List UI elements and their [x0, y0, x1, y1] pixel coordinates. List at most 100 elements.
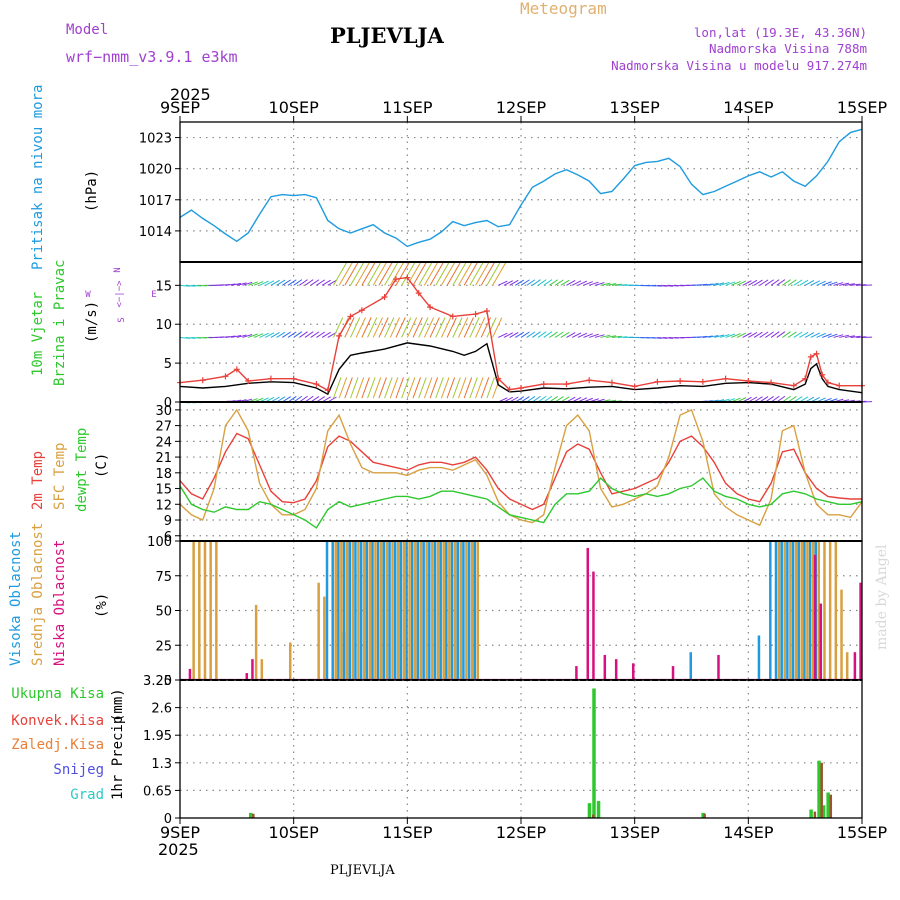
wind-arrow — [492, 317, 503, 338]
wind-arrow — [844, 335, 855, 338]
time-label-top: 10SEP — [269, 98, 320, 117]
wind-arrow — [389, 317, 401, 338]
wind-arrow — [748, 279, 758, 286]
wind-arrow — [782, 279, 791, 286]
high-cloud-bar — [456, 541, 459, 680]
wind-arrow — [583, 333, 593, 338]
gust-marker — [518, 385, 524, 391]
high-cloud-bar — [462, 541, 465, 680]
mid-cloud-bar — [357, 541, 360, 680]
cloud-label-2: Srednja Oblacnost — [30, 523, 46, 666]
wind-arrow — [543, 279, 553, 286]
precip-label-total: Ukupna Kisa — [11, 686, 104, 702]
mid-cloud-bar — [806, 541, 809, 680]
precip-ylabel: 1hr Precip — [110, 716, 126, 800]
model-name: wrf−nmm_v3.9.1 e3km — [66, 48, 238, 66]
wind-arrow — [560, 279, 570, 286]
wind-arrow — [367, 260, 382, 286]
gust-marker — [586, 377, 593, 384]
year-bottom: 2025 — [158, 840, 199, 859]
gust-marker — [415, 290, 422, 297]
y-tick-label: 1.95 — [143, 729, 172, 744]
mid-cloud-bar — [317, 582, 320, 680]
mid-cloud-bar — [817, 541, 821, 680]
gust-marker — [563, 381, 570, 388]
wind-arrow — [435, 377, 444, 399]
low-cloud-bar — [631, 663, 635, 680]
mid-cloud-bar — [260, 659, 264, 680]
wind-arrow — [242, 334, 253, 338]
temp-label-3: dewpt Temp — [74, 428, 90, 512]
wind-arrow — [719, 334, 730, 338]
wind-arrow — [361, 377, 370, 399]
low-cloud-bar — [251, 659, 254, 680]
gust-marker — [540, 381, 547, 388]
wind-arrow — [736, 280, 747, 286]
high-cloud-bar — [411, 541, 414, 680]
mid-cloud-bar — [783, 541, 786, 680]
low-cloud-bar — [819, 603, 823, 680]
wind-arrow — [753, 331, 763, 338]
precip-total-bar — [248, 812, 253, 818]
wind-arrow — [378, 377, 387, 399]
wind-arrow — [287, 279, 297, 286]
gust-marker — [472, 311, 479, 318]
precip-total-bar — [587, 803, 592, 818]
wind-arrow — [833, 282, 844, 286]
gust-marker — [745, 378, 752, 384]
time-label-bottom: 12SEP — [496, 823, 547, 842]
wind-arrow — [435, 260, 451, 286]
mid-cloud-bar — [198, 541, 201, 680]
wind-arrow — [248, 281, 258, 286]
wind-arrow — [554, 279, 564, 286]
wind-arrow — [463, 260, 479, 286]
time-label-top: 11SEP — [382, 98, 433, 117]
high-cloud-bar — [780, 541, 783, 680]
mid-cloud-bar — [448, 541, 451, 680]
time-label-top: 9SEP — [160, 98, 200, 117]
wind-arrow — [770, 331, 780, 338]
mid-cloud-bar — [414, 541, 417, 680]
high-cloud-bar — [393, 541, 397, 680]
y-tick-label: 6 — [164, 530, 172, 545]
time-label-bottom: 11SEP — [382, 823, 433, 842]
wind-arrow — [708, 282, 719, 286]
wind-arrow — [515, 279, 525, 286]
high-cloud-bar — [405, 541, 408, 680]
model-elevation-label: Nadmorska Visina u modelu 917.274m — [611, 58, 867, 73]
wind-arrow — [475, 377, 484, 399]
mid-cloud-bar — [800, 541, 803, 680]
y-tick-label: 18 — [155, 467, 172, 482]
gust-marker — [722, 375, 729, 382]
wind-arrow — [446, 317, 457, 338]
wind-arrow — [327, 279, 337, 286]
wind-arrow — [486, 260, 502, 286]
mid-cloud-bar — [254, 604, 258, 680]
wind-arrow — [725, 281, 736, 286]
mid-cloud-bar — [334, 541, 337, 680]
y-tick-label: 24 — [155, 435, 172, 450]
low-cloud-bar — [853, 652, 857, 680]
wind-arrow — [265, 332, 275, 338]
gust-marker — [381, 294, 388, 300]
wind-arrow — [742, 280, 752, 286]
mid-cloud-bar — [192, 541, 195, 680]
wind-arrow — [344, 260, 360, 286]
wind-compass: N <−|−> W E S — [85, 267, 156, 322]
wind-arrow — [225, 283, 236, 286]
gust-marker — [358, 307, 365, 314]
y-tick-label: 1.3 — [151, 757, 172, 772]
wind-arrow — [423, 260, 439, 286]
series-2m-temp — [179, 432, 862, 511]
mid-cloud-bar — [340, 541, 343, 680]
wind-arrow — [736, 332, 747, 338]
wind-arrow — [350, 317, 361, 338]
precip-total-bar — [701, 812, 705, 818]
wind-arrow — [361, 317, 372, 338]
mid-cloud-bar — [288, 642, 292, 680]
wind-arrow — [332, 317, 344, 338]
precip-label-grad: Grad — [70, 787, 104, 803]
precip-label-frz: Zaledj.Kisa — [11, 737, 104, 753]
time-label-bottom: 9SEP — [160, 823, 200, 842]
